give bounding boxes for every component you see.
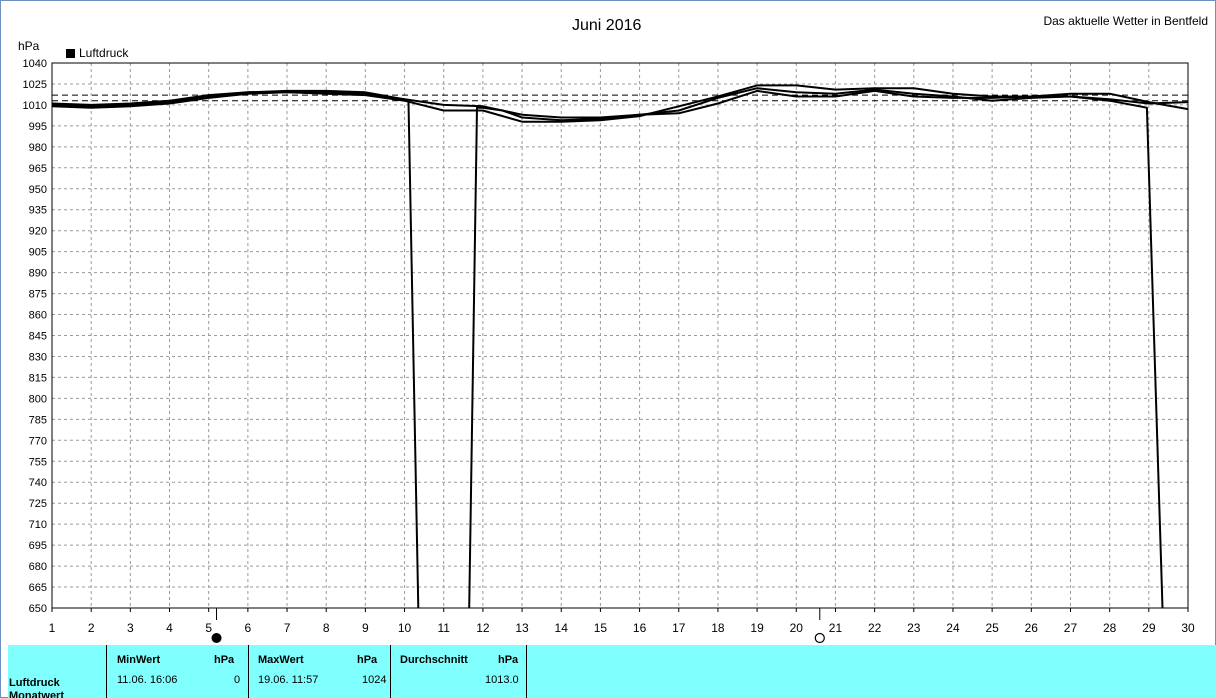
x-tick-label: 14 [555,621,569,635]
x-tick-label: 26 [1025,621,1039,635]
y-tick-label: 650 [29,603,47,615]
x-tick-label: 11 [437,621,450,635]
x-tick-label: 17 [672,621,686,635]
x-tick-label: 19 [750,621,764,635]
row-label-partial: Monatwert [9,690,64,698]
y-tick-label: 860 [29,310,47,322]
table-divider [106,645,107,698]
y-tick-label: 710 [29,519,47,531]
y-tick-label: 785 [29,414,47,426]
max-unit-header: hPa [357,654,378,666]
y-tick-label: 950 [29,184,47,196]
legend-swatch [66,49,75,59]
x-tick-label: 13 [515,621,529,635]
x-tick-label: 24 [946,621,960,635]
y-tick-label: 890 [29,268,47,280]
min-header: MinWert [117,654,161,666]
x-tick-label: 15 [594,621,608,635]
avg-header: Durchschnitt [400,654,468,666]
x-tick-label: 3 [127,621,134,635]
x-tick-label: 7 [284,621,291,635]
avg-unit-header: hPa [498,654,519,666]
x-tick-label: 29 [1142,621,1156,635]
y-tick-label: 980 [29,142,47,154]
y-tick-label: 1040 [23,58,47,70]
x-tick-label: 18 [711,621,725,635]
min-timestamp: 11.06. 16:06 [117,674,178,686]
y-tick-label: 740 [29,477,47,489]
y-tick-label: 725 [29,498,47,510]
max-value: 1024 [362,674,387,686]
series-line-1 [51,87,1164,609]
x-tick-label: 30 [1181,621,1195,635]
y-tick-label: 935 [29,205,47,217]
table-divider [526,645,527,698]
x-tick-label: 9 [362,621,369,635]
chart-title: Juni 2016 [572,17,642,34]
y-tick-label: 875 [29,289,47,301]
x-tick-label: 28 [1103,621,1117,635]
max-header: MaxWert [258,654,304,666]
table-divider [248,645,249,698]
max-timestamp: 19.06. 11:57 [258,674,319,686]
x-tick-label: 21 [829,621,843,635]
y-tick-label: 680 [29,561,47,573]
x-tick-label: 10 [398,621,412,635]
stats-table: MinWert hPa MaxWert hPa Durchschnitt hPa… [8,645,1216,698]
min-unit-header: hPa [214,654,235,666]
full-moon-icon [814,632,825,644]
x-tick-label: 16 [633,621,647,635]
x-tick-label: 27 [1064,621,1078,635]
chart-subtitle: Das aktuelle Wetter in Bentfeld [1043,14,1208,28]
x-tick-label: 12 [476,621,490,635]
y-tick-label: 995 [29,121,47,133]
y-tick-label: 815 [29,372,47,384]
y-tick-label: 905 [29,247,47,259]
x-tick-label: 20 [790,621,804,635]
y-tick-label: 665 [29,582,47,594]
y-tick-label: 800 [29,393,47,405]
y-tick-label: 845 [29,331,47,343]
y-axis-unit-label: hPa [18,39,40,53]
x-tick-label: 2 [88,621,95,635]
x-tick-label: 25 [985,621,999,635]
y-tick-label: 695 [29,540,47,552]
x-tick-label: 1 [49,621,56,635]
y-tick-label: 920 [29,226,47,238]
x-tick-label: 5 [205,621,212,635]
legend-label: Luftdruck [79,46,129,60]
plot-area-border [51,62,1189,609]
x-tick-label: 23 [907,621,921,635]
x-tick-label: 4 [166,621,173,635]
y-tick-label: 965 [29,163,47,175]
x-tick-label: 22 [868,621,882,635]
y-tick-label: 770 [29,435,47,447]
x-tick-label: 6 [245,621,252,635]
x-tick-label: 8 [323,621,330,635]
pressure-chart: 6506656806957107257407557707858008158308… [23,58,1195,644]
row-label: Luftdruck [9,677,60,689]
series-line-3 [51,89,1189,119]
y-tick-label: 1025 [23,79,47,91]
avg-value: 1013.0 [485,674,519,686]
new-moon-icon [211,633,222,643]
table-divider [390,645,391,698]
y-tick-label: 830 [29,351,47,363]
y-tick-label: 755 [29,456,47,468]
legend: Luftdruck [66,46,128,60]
min-value: 0 [234,674,241,686]
y-tick-label: 1010 [23,100,47,112]
